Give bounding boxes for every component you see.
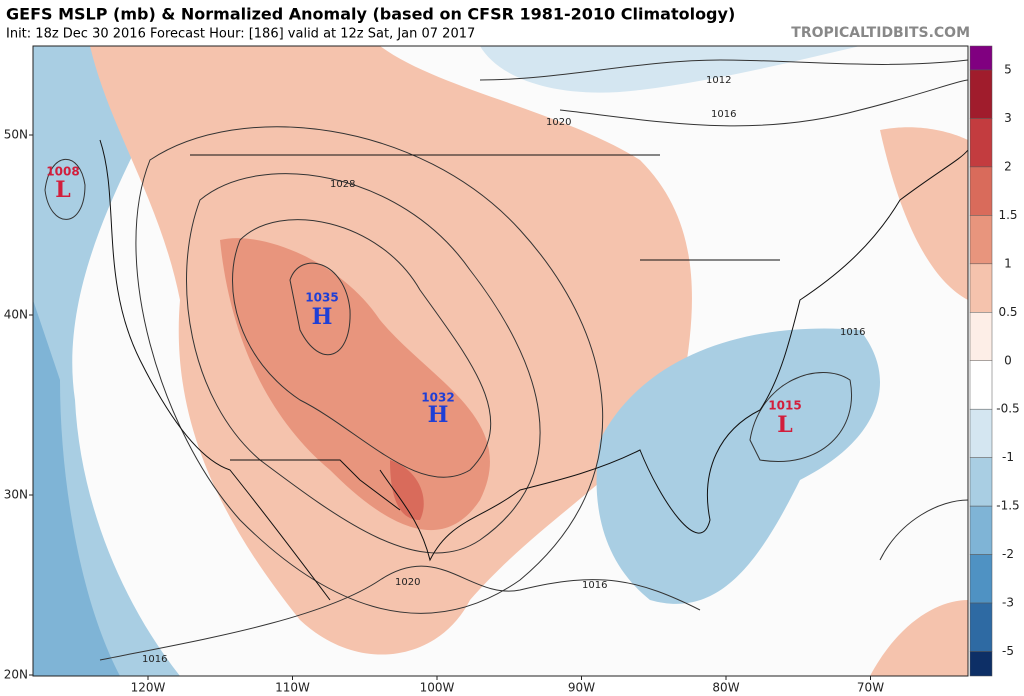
map-frame [32,45,969,677]
colorbar-swatch [969,651,993,677]
coastline [99,139,968,601]
colorbar-swatch [969,263,993,313]
colorbar-label: 2 [1004,159,1012,173]
colorbar-label: -5 [1002,644,1014,658]
pressure-symbol: L [55,177,70,203]
colorbar-swatch [969,457,993,507]
isobar [99,565,701,661]
colorbar-label: 1 [1004,256,1012,270]
contour-label: 1016 [711,109,736,120]
colorbar-label: -2 [1002,547,1014,561]
isobar [879,499,968,561]
map: 1012 1016 1020 1028 1016 1020 1016 1016 … [33,46,968,676]
colorbar-swatch [969,45,993,71]
anomaly-area [220,238,490,531]
lat-label: 30N [4,488,28,502]
pressure-symbol: H [312,304,333,330]
colorbar-swatch [969,69,993,119]
isobar [749,372,852,462]
anomaly-area [480,46,860,93]
isobar [289,262,351,356]
isobar [44,158,86,220]
colorbar-swatch [969,118,993,168]
colorbar-label: -1 [1002,450,1014,464]
contour-label: 1020 [546,117,571,128]
colorbar-label: 3 [1004,111,1012,125]
pressure-value: 1008 [46,165,79,179]
anomaly-area [33,300,120,676]
lat-label: 20N [4,668,28,682]
pressure-value: 1015 [768,399,801,413]
colorbar-label: 0.5 [998,305,1017,319]
title: GEFS MSLP (mb) & Normalized Anomaly (bas… [6,5,735,24]
lat-label: 50N [4,128,28,142]
lon-label: 120W [131,681,166,695]
colorbar-swatch [969,602,993,652]
isobar [232,219,492,478]
watermark: TROPICALTIDBITS.COM [791,25,970,41]
isobar [479,59,968,81]
subtitle: Init: 18z Dec 30 2016 Forecast Hour: [18… [6,27,475,42]
anomaly-area [33,46,190,676]
lon-label: 90W [568,681,595,695]
pressure-symbol: L [777,412,792,438]
contour-label: 1016 [840,327,865,338]
contour-label: 1016 [582,580,607,591]
colorbar-swatch [969,505,993,555]
contour-label: 1012 [706,75,731,86]
anomaly-area [596,328,880,604]
colorbar-label: 0 [1004,353,1012,367]
lat-label: 40N [4,308,28,322]
anomaly-area [390,460,424,520]
colorbar-swatch [969,554,993,604]
anomaly-area [870,600,968,676]
isobar [135,126,603,614]
colorbar-swatch [969,408,993,458]
colorbar-label: 5 [1004,63,1012,77]
colorbar-swatch [969,360,993,410]
colorbar-label: 1.5 [998,208,1017,222]
border [190,154,780,511]
pressure-value: 1035 [305,291,338,305]
isobar [186,173,541,554]
contour-label: 1016 [142,654,167,665]
contour-label: 1020 [395,577,420,588]
lon-label: 80W [712,681,739,695]
colorbar-label: -0.5 [996,402,1019,416]
colorbar-swatch [969,215,993,265]
pressure-value: 1032 [421,391,454,405]
pressure-symbol: H [428,402,449,428]
colorbar-swatch [969,166,993,216]
colorbar-label: -1.5 [996,499,1019,513]
colorbar-label: -3 [1002,596,1014,610]
contour-label: 1028 [330,179,355,190]
lon-label: 100W [420,681,455,695]
anomaly-area [880,127,968,300]
colorbar-swatch [969,312,993,361]
lon-label: 110W [275,681,310,695]
lon-label: 70W [857,681,884,695]
isobar [559,79,968,127]
